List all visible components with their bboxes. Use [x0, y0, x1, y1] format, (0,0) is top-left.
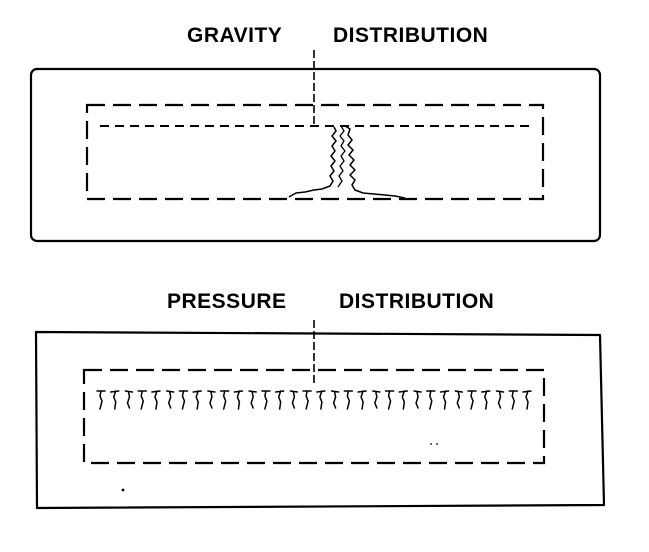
pressure-jet — [357, 390, 367, 410]
pressure-jet — [165, 390, 175, 409]
pressure-jet — [302, 390, 312, 410]
pressure-jet — [398, 390, 409, 410]
pressure-jet — [330, 390, 340, 409]
pressure-jet — [522, 390, 532, 410]
gravity-label: GRAVITY — [187, 24, 283, 47]
pressure-jet — [274, 390, 285, 410]
pressure-jet — [233, 390, 244, 410]
gravity-panel — [29, 50, 602, 243]
pressure-jet — [124, 390, 134, 409]
pressure-jet-row — [96, 390, 532, 410]
pressure-outer-frame — [34, 330, 606, 510]
gravity-dashed-box — [85, 103, 545, 201]
pressure-jet — [192, 390, 202, 410]
stray-dot — [121, 488, 125, 492]
pressure-jet — [178, 390, 189, 410]
gravity-jet-right — [344, 125, 406, 199]
pressure-label: PRESSURE — [167, 290, 287, 313]
pressure-jet — [495, 390, 505, 409]
pressure-jet — [316, 390, 326, 410]
pressure-jet — [96, 390, 106, 410]
stray-dot — [430, 443, 432, 445]
pressure-dashed-box — [82, 368, 546, 465]
pressure-jet — [454, 390, 464, 409]
pressure-jet — [248, 390, 257, 409]
pressure-jet — [207, 390, 216, 409]
gravity-jet-inner — [337, 125, 346, 188]
pressure-jet — [426, 390, 436, 410]
pressure-panel — [34, 320, 606, 510]
pressure-jet — [109, 390, 120, 410]
gravity-jet-left — [288, 126, 337, 198]
pressure-jet — [261, 390, 271, 410]
pressure-jet — [151, 390, 161, 410]
pressure-jet — [137, 390, 147, 410]
gravity-outer-frame — [29, 67, 602, 243]
stray-dot — [436, 443, 438, 445]
gravity-distribution-label: DISTRIBUTION — [333, 24, 489, 47]
pressure-distribution-label: DISTRIBUTION — [339, 290, 495, 313]
pressure-jet — [439, 390, 450, 410]
pressure-jet — [372, 390, 381, 409]
pressure-jet — [467, 390, 477, 410]
pressure-jet — [384, 390, 395, 410]
pressure-jet — [219, 390, 230, 410]
pressure-jet — [413, 390, 422, 409]
pressure-jet — [508, 390, 519, 410]
pressure-jet — [343, 390, 354, 410]
pressure-jet — [289, 390, 299, 409]
pressure-jet — [481, 390, 491, 410]
